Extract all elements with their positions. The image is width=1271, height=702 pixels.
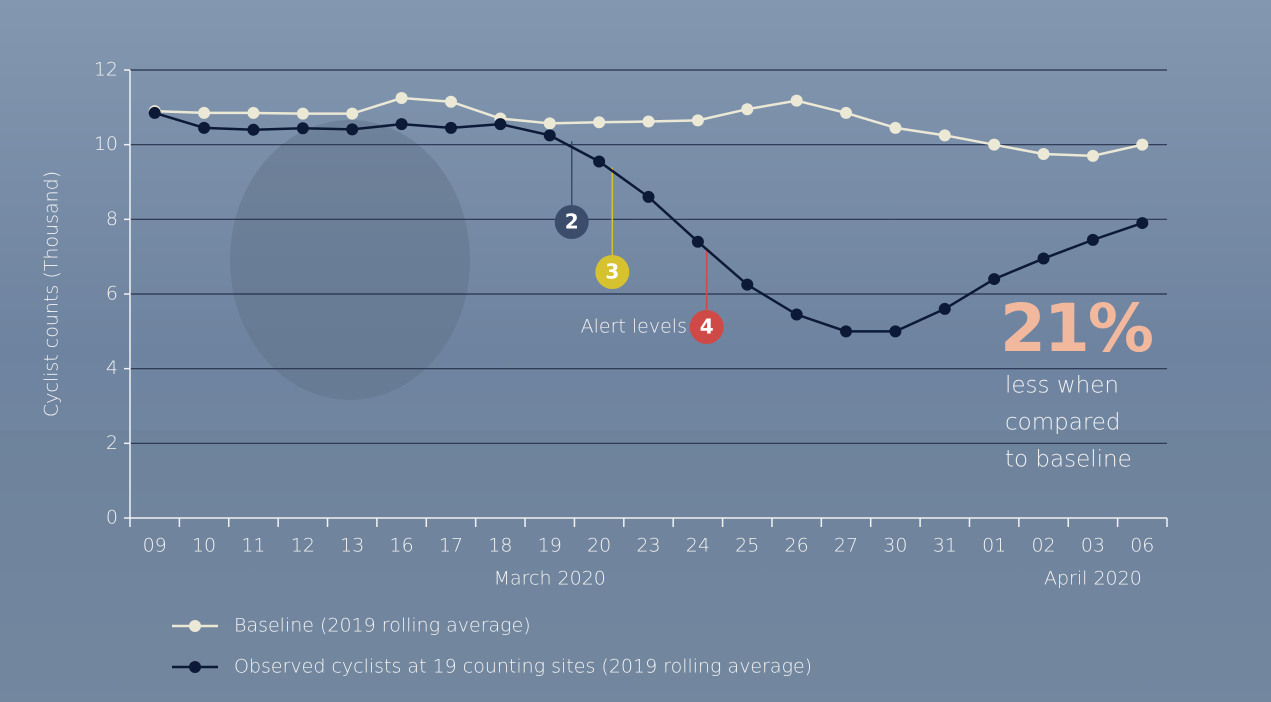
point bbox=[346, 123, 358, 135]
point bbox=[643, 191, 655, 203]
point bbox=[741, 279, 753, 291]
photo-shade bbox=[230, 120, 470, 400]
alert-label: 2 bbox=[565, 210, 579, 234]
x-tick-label: 10 bbox=[192, 535, 216, 557]
y-tick-label: 8 bbox=[106, 208, 118, 230]
point bbox=[149, 107, 161, 119]
x-tick-label: 09 bbox=[143, 535, 167, 557]
alert-caption: Alert levels bbox=[581, 316, 687, 338]
point bbox=[593, 116, 605, 128]
legend-marker bbox=[189, 661, 201, 673]
point bbox=[692, 236, 704, 248]
point bbox=[741, 103, 753, 115]
point bbox=[198, 107, 210, 119]
y-tick-label: 0 bbox=[106, 507, 118, 529]
x-tick-label: 02 bbox=[1031, 535, 1055, 557]
point bbox=[889, 325, 901, 337]
callout-text: less when bbox=[1005, 373, 1119, 399]
point bbox=[692, 114, 704, 126]
y-axis-label: Cyclist counts (Thousand) bbox=[41, 171, 63, 417]
point bbox=[840, 107, 852, 119]
x-tick-label: 06 bbox=[1130, 535, 1154, 557]
point bbox=[544, 117, 556, 129]
x-tick-label: 31 bbox=[933, 535, 957, 557]
month-label: March 2020 bbox=[494, 568, 606, 590]
y-tick-label: 10 bbox=[94, 133, 118, 155]
chart: Cyclist counts (Thousand) 02468101209101… bbox=[0, 0, 1271, 702]
point bbox=[1087, 234, 1099, 246]
x-tick-label: 17 bbox=[439, 535, 463, 557]
y-tick-label: 4 bbox=[106, 357, 118, 379]
legend-label: Baseline (2019 rolling average) bbox=[234, 615, 531, 637]
point bbox=[396, 118, 408, 130]
point bbox=[297, 108, 309, 120]
legend-marker bbox=[189, 620, 201, 632]
point bbox=[939, 303, 951, 315]
y-tick-label: 2 bbox=[106, 432, 118, 454]
callout-big: 21% bbox=[1000, 290, 1153, 367]
point bbox=[445, 96, 457, 108]
y-tick-label: 6 bbox=[106, 283, 118, 305]
point bbox=[988, 139, 1000, 151]
x-tick-label: 16 bbox=[390, 535, 414, 557]
point bbox=[346, 108, 358, 120]
point bbox=[889, 122, 901, 134]
x-tick-label: 19 bbox=[538, 535, 562, 557]
x-tick-label: 11 bbox=[241, 535, 265, 557]
point bbox=[1038, 253, 1050, 265]
point bbox=[297, 122, 309, 134]
callout-text: compared bbox=[1005, 410, 1121, 436]
x-tick-label: 30 bbox=[883, 535, 907, 557]
point bbox=[643, 116, 655, 128]
point bbox=[1136, 217, 1148, 229]
point bbox=[1038, 148, 1050, 160]
point bbox=[593, 155, 605, 167]
x-tick-label: 13 bbox=[340, 535, 364, 557]
point bbox=[494, 118, 506, 130]
point bbox=[988, 273, 1000, 285]
point bbox=[396, 92, 408, 104]
alert-label: 3 bbox=[605, 260, 619, 284]
point bbox=[840, 325, 852, 337]
x-tick-label: 01 bbox=[982, 535, 1006, 557]
y-tick-label: 12 bbox=[94, 59, 118, 81]
x-tick-label: 20 bbox=[587, 535, 611, 557]
point bbox=[198, 122, 210, 134]
callout-text: to baseline bbox=[1005, 447, 1132, 473]
point bbox=[445, 122, 457, 134]
point bbox=[1136, 139, 1148, 151]
point bbox=[544, 129, 556, 141]
legend-label: Observed cyclists at 19 counting sites (… bbox=[234, 656, 812, 678]
point bbox=[247, 107, 259, 119]
x-tick-label: 12 bbox=[291, 535, 315, 557]
point bbox=[939, 129, 951, 141]
x-tick-label: 03 bbox=[1081, 535, 1105, 557]
x-tick-label: 25 bbox=[735, 535, 759, 557]
month-label: April 2020 bbox=[1044, 568, 1142, 590]
x-tick-label: 18 bbox=[488, 535, 512, 557]
x-tick-label: 26 bbox=[785, 535, 809, 557]
alert-label: 4 bbox=[700, 315, 714, 339]
point bbox=[247, 124, 259, 136]
point bbox=[791, 95, 803, 107]
x-tick-label: 27 bbox=[834, 535, 858, 557]
x-tick-label: 23 bbox=[636, 535, 660, 557]
point bbox=[791, 309, 803, 321]
point bbox=[1087, 150, 1099, 162]
x-tick-label: 24 bbox=[686, 535, 710, 557]
